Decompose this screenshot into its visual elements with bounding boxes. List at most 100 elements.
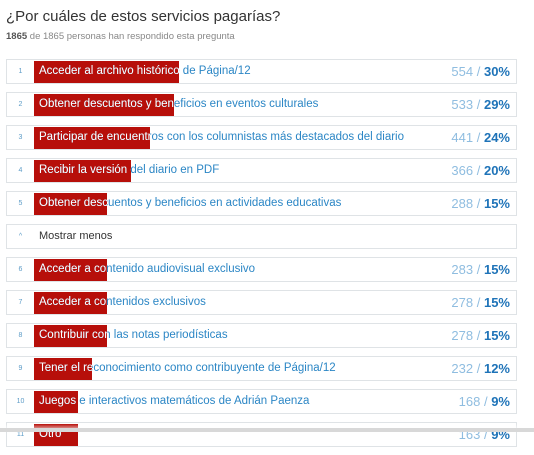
result-label-overlay: Acceder a contenido audiovisual exclusiv…: [34, 259, 107, 281]
result-index: 2: [18, 101, 23, 108]
result-row[interactable]: 5 Obtener descuentos y beneficios en acti…: [6, 191, 517, 216]
result-label: Juegos e interactivos matemáticos de Adr…: [39, 395, 310, 407]
vote-percent: 9%: [491, 394, 510, 409]
vote-count: 232: [451, 361, 474, 376]
vote-percent: 20%: [483, 163, 510, 178]
result-label-on-bar: Tener el reconocimiento como contribuyen…: [39, 362, 92, 374]
result-bar: [34, 160, 131, 182]
result-bar: [34, 94, 174, 116]
result-label-overlay: Recibir la versión del diario en PDF: [34, 160, 131, 182]
result-row[interactable]: 7 Acceder a contenidos exclusivos Acceder …: [6, 290, 517, 315]
vote-percent: 29%: [483, 97, 510, 112]
vote-percent: 24%: [483, 130, 510, 145]
result-label-overlay: Obtener descuentos y beneficios en activ…: [34, 193, 107, 215]
show-less-label: Mostrar menos: [39, 230, 113, 242]
result-index: 9: [18, 365, 23, 372]
count-separator: /: [476, 361, 481, 376]
result-bar: [34, 358, 92, 380]
result-count: 441 / 24%: [451, 126, 510, 149]
vote-count: 278: [451, 295, 474, 310]
count-separator: /: [476, 130, 481, 145]
result-bar: [34, 325, 107, 347]
result-bar: [34, 127, 150, 149]
count-separator: /: [476, 196, 481, 211]
vote-count: 554: [451, 64, 474, 79]
vote-count: 366: [451, 163, 474, 178]
vote-percent: 15%: [483, 196, 510, 211]
result-label: Obtener descuentos y beneficios en activ…: [39, 197, 342, 209]
result-label-on-bar: Acceder a contenidos exclusivos: [39, 296, 107, 308]
result-label: Acceder a contenidos exclusivos: [39, 296, 206, 308]
result-label-overlay: Participar de encuentros con los columni…: [34, 127, 150, 149]
result-row[interactable]: 1 Acceder al archivo histórico de Página/…: [6, 59, 517, 84]
count-separator: /: [476, 163, 481, 178]
show-less-toggle[interactable]: ^ Mostrar menos: [6, 224, 517, 249]
result-count: 533 / 29%: [451, 93, 510, 116]
count-separator: /: [476, 295, 481, 310]
result-label-overlay: Obtener descuentos y beneficios en event…: [34, 94, 174, 116]
result-label: Acceder al archivo histórico de Página/1…: [39, 65, 251, 77]
vote-percent: 15%: [483, 262, 510, 277]
result-bar: [34, 193, 107, 215]
result-index: 6: [18, 266, 23, 273]
result-label-on-bar: Participar de encuentros con los columni…: [39, 131, 150, 143]
result-label-on-bar: Obtener descuentos y beneficios en event…: [39, 98, 174, 110]
result-bar: [34, 259, 107, 281]
result-label-on-bar: Obtener descuentos y beneficios en activ…: [39, 197, 107, 209]
result-label: Obtener descuentos y beneficios en event…: [39, 98, 319, 110]
result-label-on-bar: Recibir la versión del diario en PDF: [39, 164, 131, 176]
result-row[interactable]: 10 Juegos e interactivos matemáticos de A…: [6, 389, 517, 414]
result-index: 3: [18, 134, 23, 141]
result-label: Participar de encuentros con los columni…: [39, 131, 404, 143]
result-count: 232 / 12%: [451, 357, 510, 380]
vote-count: 278: [451, 328, 474, 343]
count-separator: /: [476, 64, 481, 79]
vote-count: 168: [458, 394, 481, 409]
vote-percent: 15%: [483, 295, 510, 310]
vote-count: 283: [451, 262, 474, 277]
result-row[interactable]: 4 Recibir la versión del diario en PDF Rec…: [6, 158, 517, 183]
result-bar: [34, 391, 78, 413]
result-index: 7: [18, 299, 23, 306]
result-label-overlay: Tener el reconocimiento como contribuyen…: [34, 358, 92, 380]
result-row[interactable]: 9 Tener el reconocimiento como contribuye…: [6, 356, 517, 381]
vote-count: 441: [451, 130, 474, 145]
result-label-on-bar: Juegos e interactivos matemáticos de Adr…: [39, 395, 78, 407]
result-bar: [34, 61, 179, 83]
response-count: 1865: [6, 31, 28, 42]
vote-count: 288: [451, 196, 474, 211]
result-row[interactable]: 6 Acceder a contenido audiovisual exclusi…: [6, 257, 517, 282]
count-separator: /: [476, 97, 481, 112]
result-label-overlay: Acceder a contenidos exclusivos: [34, 292, 107, 314]
horizontal-scrollbar[interactable]: [0, 428, 534, 432]
result-bar: [34, 292, 107, 314]
result-index: 10: [16, 398, 25, 405]
result-label: Contribuir con las notas periodísticas: [39, 329, 228, 341]
result-index: 1: [18, 68, 23, 75]
result-row[interactable]: 3 Participar de encuentros con los column…: [6, 125, 517, 150]
result-count: 288 / 15%: [451, 192, 510, 215]
vote-count: 533: [451, 97, 474, 112]
result-label: Tener el reconocimiento como contribuyen…: [39, 362, 336, 374]
result-count: 283 / 15%: [451, 258, 510, 281]
result-count: 366 / 20%: [451, 159, 510, 182]
result-label-overlay: Acceder al archivo histórico de Página/1…: [34, 61, 179, 83]
result-label-on-bar: Acceder al archivo histórico de Página/1…: [39, 65, 179, 77]
result-label-overlay: Juegos e interactivos matemáticos de Adr…: [34, 391, 78, 413]
result-row[interactable]: 2 Obtener descuentos y beneficios en even…: [6, 92, 517, 117]
result-count: 278 / 15%: [451, 324, 510, 347]
question-title: ¿Por cuáles de estos servicios pagarías?: [6, 8, 281, 25]
vote-percent: 15%: [483, 328, 510, 343]
result-label-on-bar: Acceder a contenido audiovisual exclusiv…: [39, 263, 107, 275]
result-count: 554 / 30%: [451, 60, 510, 83]
chevron-up-icon: ^: [18, 233, 23, 240]
result-count: 168 / 9%: [459, 390, 510, 413]
response-text: de 1865 personas han respondido esta pre…: [29, 31, 235, 42]
count-separator: /: [476, 262, 481, 277]
result-label-overlay: Contribuir con las notas periodísticas: [34, 325, 107, 347]
result-row[interactable]: 8 Contribuir con las notas periodísticas C…: [6, 323, 517, 348]
result-label: Acceder a contenido audiovisual exclusiv…: [39, 263, 256, 275]
result-index: 8: [18, 332, 23, 339]
count-separator: /: [483, 394, 488, 409]
result-index: 5: [18, 200, 23, 207]
